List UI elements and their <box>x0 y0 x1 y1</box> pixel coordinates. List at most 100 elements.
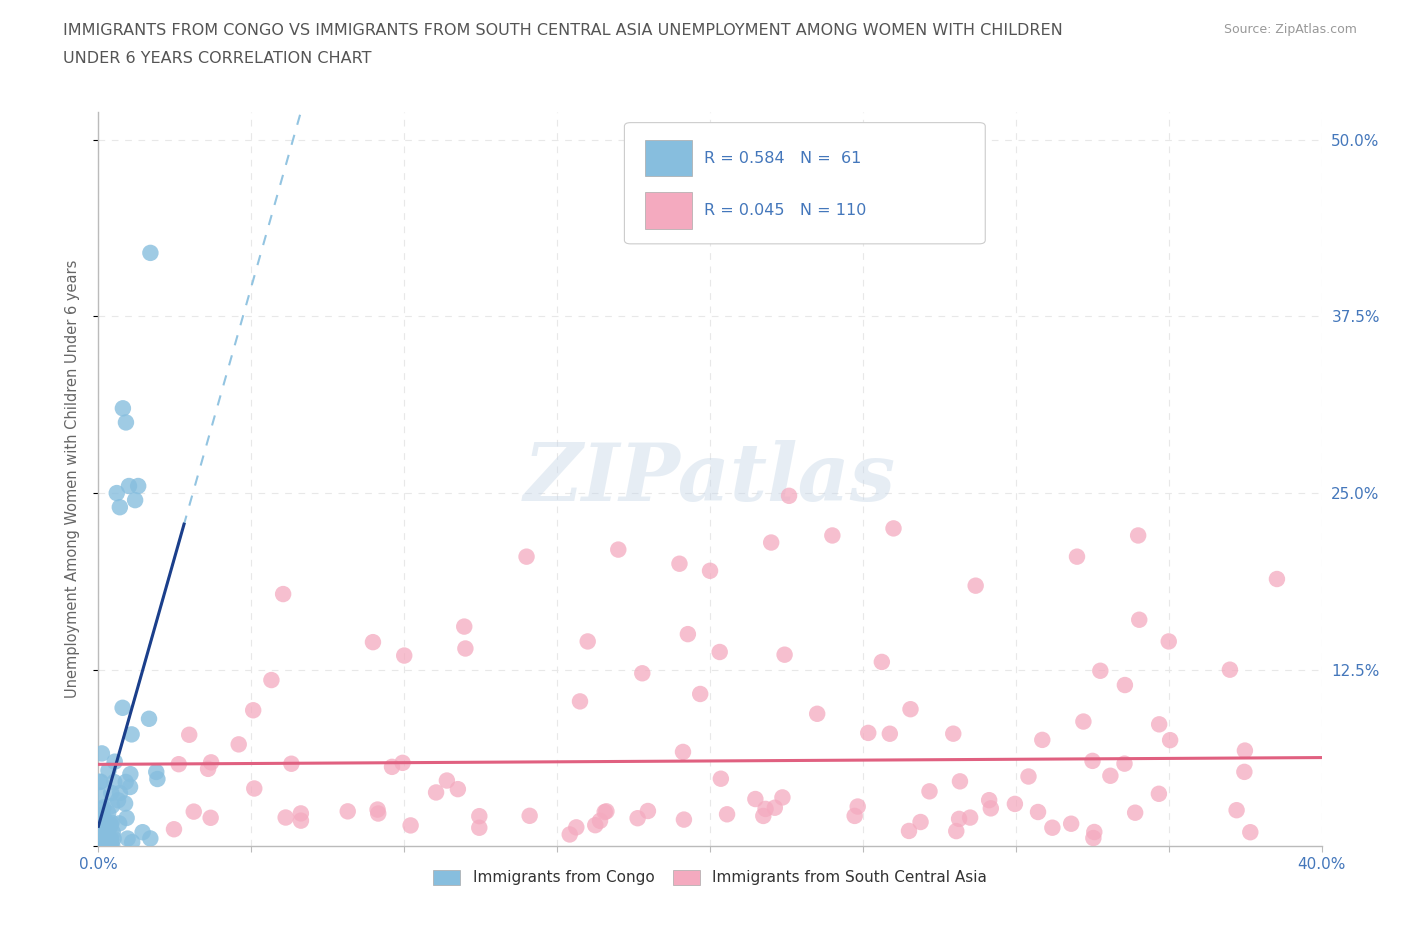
Point <box>519 808 541 823</box>
Point <box>89 788 111 803</box>
Point <box>1060 817 1083 831</box>
Point <box>900 702 922 717</box>
Point <box>709 644 731 659</box>
Point <box>96 831 118 846</box>
Point <box>93 827 115 842</box>
Point <box>131 825 153 840</box>
Text: UNDER 6 YEARS CORRELATION CHART: UNDER 6 YEARS CORRELATION CHART <box>63 51 371 66</box>
Point <box>163 822 186 837</box>
Point <box>576 634 599 649</box>
Point <box>90 802 112 817</box>
Point <box>1031 733 1053 748</box>
Point <box>965 578 987 593</box>
Point <box>898 823 921 838</box>
Point <box>607 542 630 557</box>
Point <box>948 812 970 827</box>
Point <box>121 727 143 742</box>
Point <box>100 831 122 846</box>
Point <box>111 700 134 715</box>
Point <box>1219 662 1241 677</box>
Point <box>115 811 138 826</box>
Point <box>589 814 612 829</box>
Point <box>121 835 143 850</box>
Point <box>89 820 111 835</box>
Point <box>1226 803 1249 817</box>
Point <box>770 790 793 804</box>
Point <box>118 479 141 494</box>
Point <box>200 755 222 770</box>
Point <box>103 775 125 790</box>
Point <box>105 485 128 500</box>
Point <box>120 766 142 781</box>
FancyBboxPatch shape <box>624 123 986 244</box>
Point <box>104 754 127 769</box>
Point <box>979 792 1001 807</box>
Point <box>716 807 738 822</box>
Point <box>114 775 136 790</box>
Point <box>672 812 695 827</box>
Point <box>117 831 139 846</box>
Bar <box>645 140 692 177</box>
Point <box>1233 743 1256 758</box>
Point <box>97 805 120 820</box>
Point <box>1114 756 1136 771</box>
Point <box>959 810 981 825</box>
Point <box>773 647 796 662</box>
Point <box>179 727 201 742</box>
Point <box>1128 528 1150 543</box>
Point <box>752 808 775 823</box>
Point <box>425 785 447 800</box>
Point <box>1233 764 1256 779</box>
Point <box>290 813 312 828</box>
Point <box>1114 678 1136 693</box>
Point <box>101 825 124 840</box>
Point <box>945 824 967 839</box>
Point <box>468 809 491 824</box>
Point <box>260 672 283 687</box>
Point <box>183 804 205 819</box>
Point <box>759 535 782 550</box>
Point <box>91 800 114 815</box>
Point <box>392 648 416 663</box>
Point <box>274 810 297 825</box>
Point <box>1081 753 1104 768</box>
Point <box>124 493 146 508</box>
Point <box>118 779 141 794</box>
Point <box>336 804 359 818</box>
Point <box>391 755 413 770</box>
Point <box>879 726 901 741</box>
Point <box>1123 805 1146 820</box>
Point <box>100 833 122 848</box>
Point <box>710 771 733 786</box>
Point <box>1083 825 1105 840</box>
Point <box>1157 634 1180 649</box>
Point <box>139 246 162 260</box>
Y-axis label: Unemployment Among Women with Children Under 6 years: Unemployment Among Women with Children U… <box>65 259 80 698</box>
Point <box>806 707 828 722</box>
Point <box>453 619 475 634</box>
Point <box>242 703 264 718</box>
Bar <box>645 193 692 229</box>
Point <box>367 803 389 817</box>
Point <box>367 806 389 821</box>
Point <box>870 655 893 670</box>
Point <box>89 808 111 823</box>
Text: Source: ZipAtlas.com: Source: ZipAtlas.com <box>1223 23 1357 36</box>
Point <box>139 831 162 846</box>
Point <box>200 810 222 825</box>
Point <box>108 816 131 830</box>
Point <box>103 831 125 846</box>
Point <box>228 737 250 751</box>
Text: ZIPatlas: ZIPatlas <box>524 440 896 518</box>
Point <box>91 833 114 848</box>
Point <box>637 804 659 818</box>
Point <box>399 818 422 833</box>
Point <box>90 774 112 789</box>
Point <box>468 820 491 835</box>
Point <box>942 726 965 741</box>
Point <box>583 817 606 832</box>
Point <box>754 802 776 817</box>
Point <box>87 834 110 849</box>
Point <box>593 804 616 819</box>
Text: R = 0.045   N = 110: R = 0.045 N = 110 <box>704 203 866 218</box>
